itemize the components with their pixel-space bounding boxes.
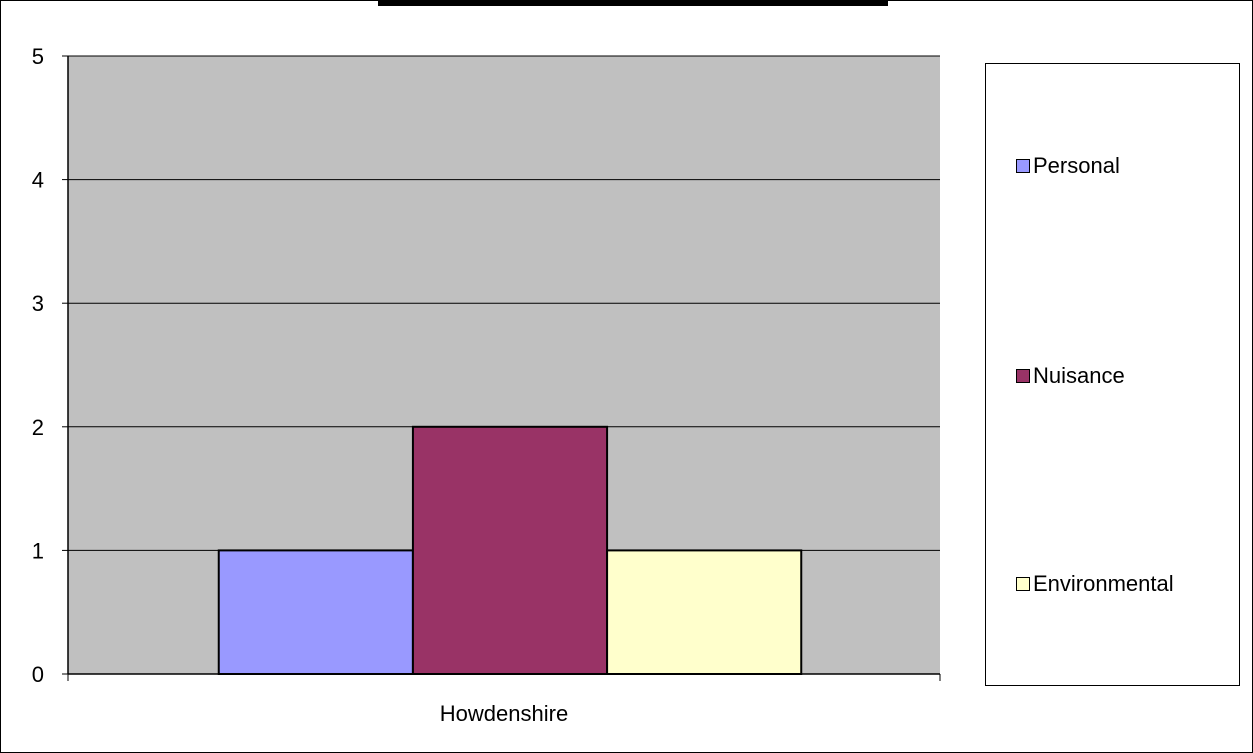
axes — [62, 55, 941, 681]
y-tick-labels: 0 1 2 3 4 5 — [32, 44, 44, 687]
legend-label-environmental: Environmental — [1033, 571, 1174, 596]
bar-environmental-howdenshire — [606, 549, 803, 676]
y-tick-label-1: 1 — [32, 538, 44, 563]
y-tick-label-2: 2 — [32, 415, 44, 440]
y-tick-label-3: 3 — [32, 291, 44, 316]
y-tick-label-0: 0 — [32, 662, 44, 687]
legend-item-environmental: Environmental — [1016, 571, 1174, 597]
legend-label-personal: Personal — [1033, 153, 1120, 178]
bar-nuisance-howdenshire — [411, 425, 609, 675]
legend-swatch-personal — [1016, 159, 1030, 173]
bars — [217, 425, 803, 676]
title-bar — [378, 0, 888, 6]
bar-personal-howdenshire — [217, 549, 414, 676]
x-category-labels: Howdenshire — [440, 701, 568, 726]
legend-label-nuisance: Nuisance — [1033, 363, 1125, 388]
legend-item-personal: Personal — [1016, 153, 1120, 179]
legend-item-nuisance: Nuisance — [1016, 363, 1125, 389]
legend: Personal Nuisance Environmental — [985, 63, 1240, 686]
x-category-label: Howdenshire — [440, 701, 568, 726]
legend-swatch-nuisance — [1016, 369, 1030, 383]
y-tick-label-4: 4 — [32, 168, 44, 193]
y-tick-label-5: 5 — [32, 44, 44, 69]
legend-swatch-environmental — [1016, 577, 1030, 591]
